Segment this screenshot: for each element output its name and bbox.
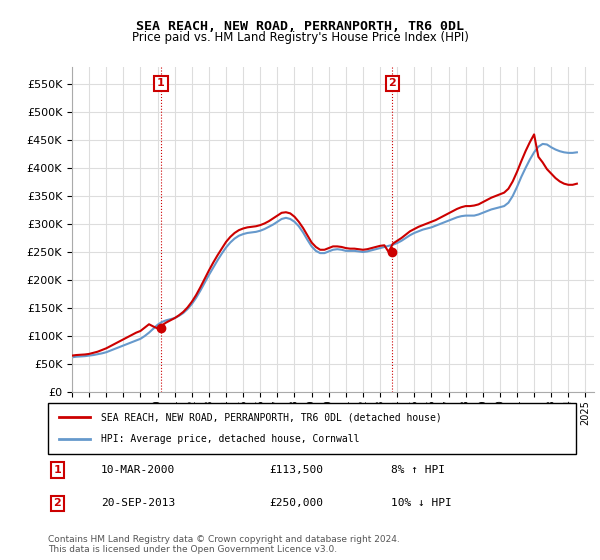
FancyBboxPatch shape	[48, 403, 576, 454]
Text: Price paid vs. HM Land Registry's House Price Index (HPI): Price paid vs. HM Land Registry's House …	[131, 31, 469, 44]
Text: HPI: Average price, detached house, Cornwall: HPI: Average price, detached house, Corn…	[101, 435, 359, 445]
Text: SEA REACH, NEW ROAD, PERRANPORTH, TR6 0DL (detached house): SEA REACH, NEW ROAD, PERRANPORTH, TR6 0D…	[101, 412, 442, 422]
Text: £250,000: £250,000	[270, 498, 324, 508]
Text: 2: 2	[53, 498, 61, 508]
Text: 1: 1	[157, 78, 165, 88]
Text: £113,500: £113,500	[270, 465, 324, 475]
Text: Contains HM Land Registry data © Crown copyright and database right 2024.
This d: Contains HM Land Registry data © Crown c…	[48, 535, 400, 554]
Text: 2: 2	[389, 78, 396, 88]
Text: 8% ↑ HPI: 8% ↑ HPI	[391, 465, 445, 475]
Text: 1: 1	[53, 465, 61, 475]
Text: 10-MAR-2000: 10-MAR-2000	[101, 465, 175, 475]
Text: 10% ↓ HPI: 10% ↓ HPI	[391, 498, 452, 508]
Text: SEA REACH, NEW ROAD, PERRANPORTH, TR6 0DL: SEA REACH, NEW ROAD, PERRANPORTH, TR6 0D…	[136, 20, 464, 32]
Text: 20-SEP-2013: 20-SEP-2013	[101, 498, 175, 508]
